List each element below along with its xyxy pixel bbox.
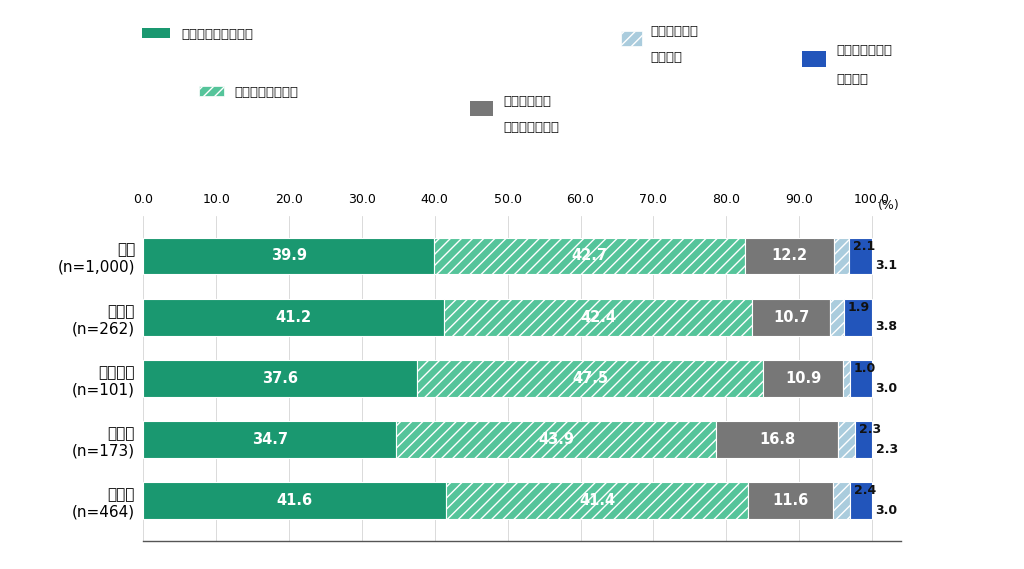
Bar — [843, 360, 850, 397]
Bar — [839, 421, 855, 458]
Bar — [745, 238, 835, 274]
Text: 37.6: 37.6 — [262, 371, 298, 386]
Bar — [855, 421, 872, 458]
Text: 2.4: 2.4 — [854, 484, 876, 497]
Bar — [446, 483, 749, 519]
Bar — [143, 421, 396, 458]
Text: どちらでもない: どちらでもない — [503, 121, 559, 134]
Text: 42.4: 42.4 — [580, 310, 616, 325]
Text: 3.1: 3.1 — [876, 259, 898, 273]
Bar — [621, 31, 642, 46]
Text: 少し不安を感じる: 少し不安を感じる — [234, 86, 298, 100]
Bar — [764, 360, 843, 397]
Bar — [849, 238, 872, 274]
Text: あまり不安は: あまり不安は — [650, 24, 698, 38]
Text: 41.2: 41.2 — [275, 310, 311, 325]
Text: 2.3: 2.3 — [876, 443, 898, 456]
Text: 39.9: 39.9 — [270, 249, 307, 263]
Text: 43.9: 43.9 — [539, 432, 574, 447]
Text: 10.9: 10.9 — [785, 371, 821, 386]
Bar — [470, 101, 494, 116]
Bar — [143, 483, 446, 519]
Text: 感じない: 感じない — [836, 73, 868, 86]
Bar — [141, 27, 170, 38]
Bar — [396, 421, 716, 458]
Text: 41.6: 41.6 — [276, 493, 313, 508]
Bar — [749, 483, 833, 519]
Text: 47.5: 47.5 — [572, 371, 608, 386]
Bar — [143, 238, 434, 274]
Text: (%): (%) — [878, 199, 899, 212]
Bar — [143, 360, 418, 397]
Bar — [434, 238, 745, 274]
Text: 16.8: 16.8 — [759, 432, 796, 447]
Text: 3.8: 3.8 — [876, 320, 898, 333]
Bar — [753, 299, 830, 336]
Bar — [835, 238, 849, 274]
Text: 感じない: 感じない — [650, 51, 683, 64]
Bar — [844, 299, 872, 336]
Bar — [143, 299, 443, 336]
Text: 1.0: 1.0 — [854, 362, 876, 375]
Text: 非常に不安を感じる: 非常に不安を感じる — [181, 28, 254, 42]
Bar — [802, 51, 826, 67]
Bar — [833, 483, 850, 519]
Bar — [443, 299, 753, 336]
Text: 10.7: 10.7 — [773, 310, 810, 325]
Text: 41.4: 41.4 — [580, 493, 615, 508]
Text: 2.1: 2.1 — [853, 240, 876, 253]
Text: 3.0: 3.0 — [876, 504, 898, 517]
Bar — [199, 85, 223, 96]
Text: 11.6: 11.6 — [772, 493, 809, 508]
Text: 1.9: 1.9 — [848, 301, 870, 314]
Text: まったく不安は: まったく不安は — [836, 44, 892, 57]
Text: 3.0: 3.0 — [876, 382, 898, 395]
Text: 2.3: 2.3 — [859, 423, 881, 436]
Text: 42.7: 42.7 — [571, 249, 607, 263]
Bar — [850, 360, 872, 397]
Bar — [830, 299, 844, 336]
Bar — [418, 360, 764, 397]
Text: 12.2: 12.2 — [771, 249, 808, 263]
Bar — [716, 421, 839, 458]
Text: 34.7: 34.7 — [252, 432, 288, 447]
Text: わからない／: わからない／ — [503, 95, 551, 108]
Bar — [850, 483, 872, 519]
